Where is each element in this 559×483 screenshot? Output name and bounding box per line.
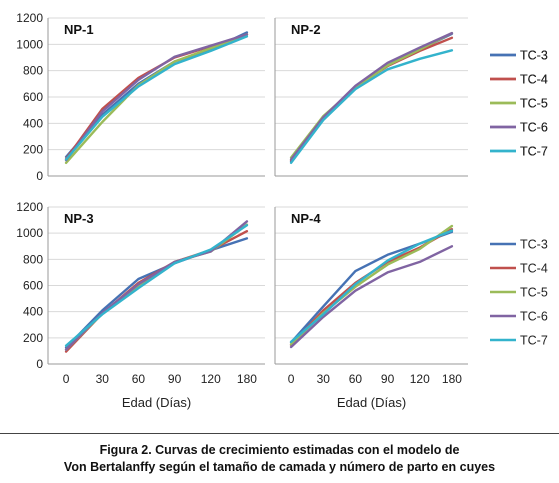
series-line-tc-7 bbox=[289, 49, 454, 165]
series-line-tc-6 bbox=[64, 33, 249, 162]
caption-line-1: Figura 2. Curvas de crecimiento estimada… bbox=[99, 443, 460, 457]
chart-panel-3: 0 200 400 600 800 1000 1200 0 30 60 90 120 180 Edad (… bbox=[16, 200, 265, 410]
legend: TC-3 TC-4 TC-5 TC-6 TC-7 bbox=[490, 238, 548, 348]
caption-divider bbox=[0, 433, 559, 434]
y-tick-label: 0 bbox=[36, 169, 43, 183]
y-tick-label: 600 bbox=[23, 90, 43, 104]
legend-label: TC-4 bbox=[520, 73, 548, 87]
panel-title: NP-1 bbox=[64, 22, 94, 37]
legend-label: TC-5 bbox=[520, 97, 548, 111]
legend-label: TC-6 bbox=[520, 121, 548, 135]
legend-label: TC-5 bbox=[520, 97, 548, 111]
series-line-tc-6 bbox=[289, 245, 454, 349]
panel-title: NP-4 bbox=[291, 211, 321, 226]
y-tick-label: 400 bbox=[23, 116, 43, 130]
x-tick-label: 120 bbox=[201, 372, 221, 386]
x-axis-title: Edad (Días) bbox=[122, 395, 191, 410]
chart-panel-1: 020040060080010001200NP-1TC-3TC-4TC-5TC-… bbox=[16, 11, 548, 183]
panel-title: NP-2 bbox=[291, 22, 321, 37]
series-line-tc-4 bbox=[289, 227, 454, 347]
growth-curves-figure: 0 200 400 600 800 1000 1200 NP-1 TC-3 TC-4 TC-5 TC-… bbox=[16, 11, 548, 410]
legend-label: TC-3 bbox=[520, 49, 548, 63]
y-tick-label: 1000 bbox=[16, 226, 43, 240]
y-tick-label: 200 bbox=[23, 331, 43, 345]
x-tick-label: 60 bbox=[349, 372, 363, 386]
x-tick-label: 30 bbox=[96, 372, 110, 386]
series-line-tc-7 bbox=[64, 35, 249, 161]
legend-label: TC-3 bbox=[520, 49, 548, 63]
y-tick-label: 800 bbox=[23, 252, 43, 266]
series-line-tc-3 bbox=[64, 31, 249, 159]
legend: TC-3 TC-4 TC-5 TC-6 TC-7 bbox=[490, 49, 548, 159]
series-line-tc-5 bbox=[64, 33, 249, 165]
y-tick-label: 1200 bbox=[16, 200, 43, 214]
x-tick-label: 180 bbox=[442, 372, 462, 386]
chart-panel-2: NP-2 TC-3 TC-4 TC-5 TC-6 TC-7 bbox=[274, 17, 548, 177]
x-tick-label: 60 bbox=[132, 372, 146, 386]
y-tick-label: 400 bbox=[23, 305, 43, 319]
legend-label: TC-4 bbox=[520, 73, 548, 87]
legend-label: TC-6 bbox=[520, 310, 548, 324]
caption-line-2: Von Bertalanffy según el tamaño de camad… bbox=[63, 460, 496, 474]
series-line-tc-6 bbox=[289, 31, 454, 161]
figure-caption: Figura 2. Curvas de crecimiento estimada… bbox=[0, 442, 559, 476]
x-tick-label: 30 bbox=[317, 372, 331, 386]
y-tick-label: 600 bbox=[23, 279, 43, 293]
legend-label: TC-5 bbox=[520, 286, 548, 300]
series-line-tc-4 bbox=[64, 229, 249, 353]
series-line-tc-5 bbox=[289, 31, 454, 159]
y-tick-label: 200 bbox=[23, 143, 43, 157]
series-line-tc-3 bbox=[64, 237, 249, 349]
x-tick-label: 180 bbox=[237, 372, 257, 386]
legend-label: TC-6 bbox=[520, 121, 548, 135]
legend-label: TC-3 bbox=[520, 238, 548, 252]
x-tick-label: 0 bbox=[288, 372, 295, 386]
chart-panel-4: 0 30 60 90 120 180 Edad (Días) NP-4 TC-3 TC-4 TC-5… bbox=[274, 206, 548, 410]
series-line-tc-3 bbox=[289, 32, 454, 163]
legend-label: TC-7 bbox=[520, 145, 548, 159]
y-tick-label: 0 bbox=[36, 357, 43, 371]
x-axis-title: Edad (Días) bbox=[337, 395, 406, 410]
x-tick-label: 90 bbox=[381, 372, 395, 386]
x-tick-label: 120 bbox=[410, 372, 430, 386]
legend-label: TC-7 bbox=[520, 334, 548, 348]
panel-title: NP-3 bbox=[64, 211, 94, 226]
chart-svg: 020040060080010001200NP-1TC-3TC-4TC-5TC-… bbox=[16, 11, 548, 410]
y-tick-label: 1200 bbox=[16, 11, 43, 25]
x-tick-label: 0 bbox=[63, 372, 70, 386]
y-tick-label: 1000 bbox=[16, 37, 43, 51]
legend-label: TC-7 bbox=[520, 145, 548, 159]
y-tick-label: 800 bbox=[23, 64, 43, 78]
legend-label: TC-4 bbox=[520, 262, 548, 276]
x-tick-label: 90 bbox=[168, 372, 182, 386]
series-line-tc-7 bbox=[289, 229, 454, 343]
series-line-tc-7 bbox=[64, 224, 249, 347]
